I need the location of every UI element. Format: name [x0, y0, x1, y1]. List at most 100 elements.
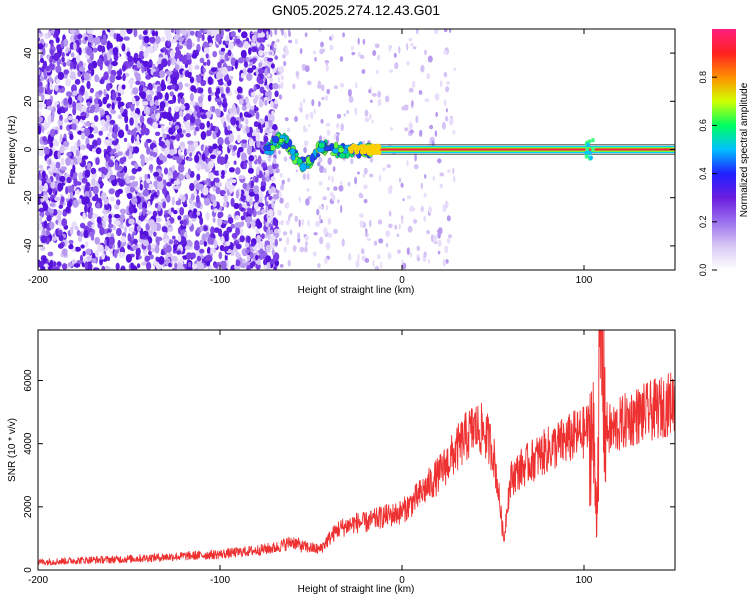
signal-transition-blob: [365, 147, 370, 152]
spectrogram-noise-cell: [358, 213, 364, 218]
spectrogram-noise-cell: [250, 180, 254, 189]
spectrogram-noise-cell: [401, 106, 405, 111]
spectrogram-noise-cell: [80, 132, 86, 140]
spectrogram-noise-cell: [104, 245, 109, 251]
spectrogram-noise-cell: [264, 85, 267, 89]
spectrogram-noise-cell: [73, 42, 77, 51]
spectrogram-noise-cell: [116, 227, 122, 237]
spectrogram-noise-cell: [146, 94, 153, 102]
spectrogram-noise-cell: [225, 241, 231, 247]
spectrogram-noise-cell: [145, 223, 150, 231]
spectrogram-noise-cell: [238, 98, 244, 105]
spectrogram-noise-cell: [167, 170, 172, 177]
spectrogram-noise-cell: [68, 239, 74, 245]
spectrogram-noise-cell: [191, 53, 198, 59]
spectrogram-noise-cell: [59, 134, 63, 143]
spectrogram-noise-cell: [81, 177, 88, 184]
spectrogram-noise-cell: [354, 176, 358, 185]
spectrogram-noise-cell: [340, 180, 343, 186]
spectrogram-noise-cell: [218, 144, 223, 151]
spectrogram-noise-cell: [116, 151, 123, 157]
spectrogram-noise-cell: [296, 75, 300, 80]
spectrogram-noise-cell: [224, 233, 229, 242]
spectrogram-noise-cell: [92, 196, 97, 202]
spectrogram-noise-cell: [102, 96, 108, 105]
spectrogram-noise-cell: [246, 264, 251, 270]
spectrogram-noise-cell: [84, 241, 89, 248]
spectrogram-noise-cell: [171, 196, 176, 206]
spectrogram-noise-cell: [40, 197, 44, 203]
spectrogram-noise-cell: [106, 145, 112, 153]
spectrogram-noise-cell: [237, 29, 242, 33]
spectrogram-noise-cell: [175, 71, 180, 80]
spectrogram-noise-cell: [159, 153, 164, 161]
spectrogram-noise-cell: [41, 66, 45, 73]
spectrogram-noise-cell: [131, 97, 136, 105]
spectrogram-noise-cell: [165, 70, 172, 76]
spectrogram-noise-cell: [440, 80, 443, 88]
spectrogram-noise-cell: [256, 234, 261, 244]
spectrogram-noise-cell: [327, 232, 333, 238]
spectrogram-noise-cell: [234, 60, 238, 70]
spectrogram-noise-cell: [61, 263, 68, 270]
spectrogram-noise-cell: [107, 160, 115, 168]
spectrogram-noise-cell: [108, 126, 114, 133]
spectrogram-noise-cell: [318, 156, 323, 163]
spectrogram-noise-cell: [144, 128, 150, 136]
spectrogram-noise-cell: [95, 157, 100, 166]
spectrogram-noise-cell: [113, 249, 118, 259]
spectrogram-noise-cell: [275, 168, 280, 174]
spectrogram-noise-cell: [218, 251, 223, 260]
signal-transition-blob: [279, 134, 286, 139]
spectrogram-noise-cell: [129, 187, 135, 193]
spectrogram-noise-cell: [87, 34, 94, 43]
spectrogram-noise-cell: [117, 129, 125, 139]
spectrogram-noise-cell: [152, 210, 158, 217]
spectrogram-noise-cell: [243, 211, 247, 217]
spectrogram-noise-cell: [85, 248, 92, 256]
spectrogram-noise-cell: [136, 263, 141, 269]
spectrogram-noise-cell: [212, 143, 218, 150]
spectrogram-noise-cell: [130, 134, 135, 144]
spectrogram-noise-cell: [57, 243, 64, 249]
spectrogram-noise-cell: [266, 229, 269, 236]
spectrogram-noise-cell: [120, 235, 126, 243]
spectrogram-noise-cell: [357, 37, 360, 45]
spectrogram-noise-cell: [253, 121, 259, 128]
spectrogram-noise-cell: [90, 217, 95, 223]
spectrogram-noise-cell: [127, 129, 132, 136]
spectrogram-noise-cell: [212, 200, 217, 208]
y-tick-label: 6000: [23, 369, 34, 392]
spectrogram-noise-cell: [266, 196, 269, 202]
spectrogram-noise-cell: [138, 34, 143, 40]
spectrogram-noise-cell: [228, 167, 235, 173]
signal-transition-blob: [299, 162, 307, 172]
y-tick-label: 4000: [23, 432, 34, 455]
spectrogram-noise-cell: [113, 213, 121, 219]
spectrogram-noise-cell: [140, 44, 144, 52]
spectrogram-noise-cell: [377, 254, 381, 260]
spectrogram-noise-cell: [105, 153, 110, 162]
spectrogram-noise-cell: [70, 52, 75, 58]
spectrogram-noise-cell: [208, 145, 213, 154]
spectrogram-noise-cell: [278, 237, 282, 242]
spectrogram-noise-cell: [260, 185, 266, 192]
spectrogram-noise-cell: [238, 123, 243, 129]
spectrogram-noise-cell: [99, 109, 106, 115]
spectrogram-noise-cell: [265, 255, 271, 263]
spectrogram-noise-cell: [363, 184, 368, 190]
spectrogram-noise-cell: [153, 171, 160, 177]
spectrogram-noise-cell: [398, 223, 401, 230]
spectrogram-noise-cell: [125, 254, 132, 263]
spectrogram-noise-cell: [203, 197, 211, 206]
spectrogram-noise-cell: [53, 168, 58, 174]
spectrogram-noise-cell: [174, 185, 181, 190]
spectrogram-noise-cell: [49, 29, 55, 35]
spectrogram-noise-cell: [434, 29, 439, 35]
snr-x-axis-label: Height of straight line (km): [298, 584, 415, 595]
spectrogram-noise-cell: [49, 128, 56, 137]
spectrogram-noise-cell: [423, 215, 427, 222]
spectrogram-noise-cell: [326, 129, 331, 136]
spectrogram-noise-cell: [174, 125, 180, 130]
spectrogram-noise-cell: [160, 250, 165, 256]
